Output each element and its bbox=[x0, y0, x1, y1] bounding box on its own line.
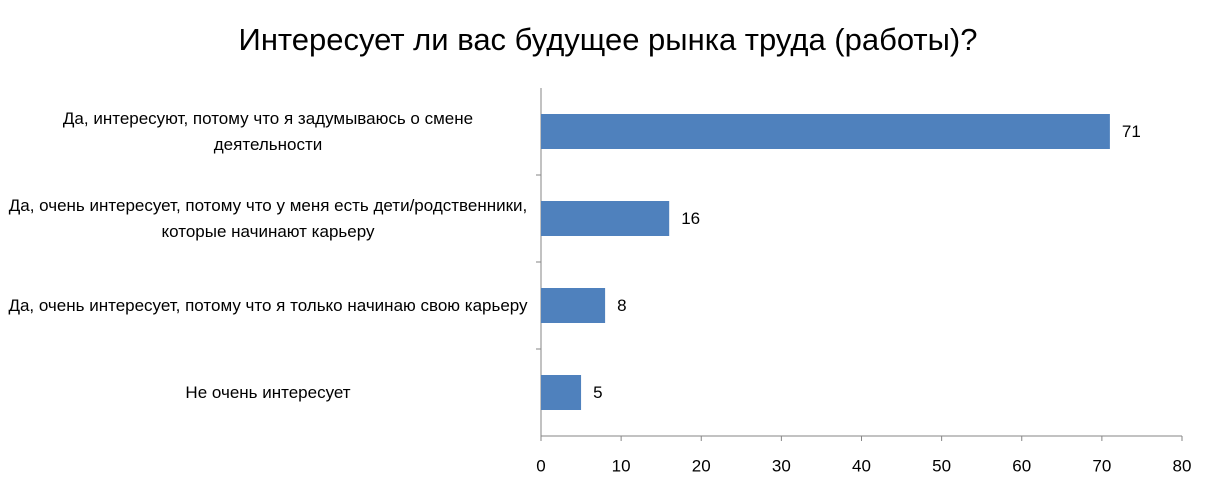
value-label: 8 bbox=[617, 296, 626, 315]
x-tick-label: 20 bbox=[692, 456, 711, 475]
x-tick-label: 30 bbox=[772, 456, 791, 475]
x-tick-label: 50 bbox=[932, 456, 951, 475]
value-label: 16 bbox=[681, 209, 700, 228]
bar bbox=[541, 114, 1110, 149]
value-label: 71 bbox=[1122, 122, 1141, 141]
bar bbox=[541, 201, 670, 236]
x-tick-label: 0 bbox=[536, 456, 545, 475]
x-tick-label: 80 bbox=[1173, 456, 1192, 475]
y-tick-label: Не очень интересует bbox=[185, 382, 351, 402]
bar bbox=[541, 375, 582, 410]
y-tick-label: Да, очень интересует, потому что я тольк… bbox=[8, 295, 528, 315]
x-tick-label: 70 bbox=[1092, 456, 1111, 475]
y-tick-label: Да, интересуют, потому что я задумываюсь… bbox=[62, 108, 474, 154]
x-tick-label: 60 bbox=[1012, 456, 1031, 475]
x-tick-label: 10 bbox=[612, 456, 631, 475]
y-tick-label: Да, очень интересует, потому что у меня … bbox=[8, 195, 528, 241]
bar bbox=[541, 288, 606, 323]
x-tick-label: 40 bbox=[852, 456, 871, 475]
value-label: 5 bbox=[593, 383, 602, 402]
chart-title: Интересует ли вас будущее рынка труда (р… bbox=[239, 22, 978, 57]
